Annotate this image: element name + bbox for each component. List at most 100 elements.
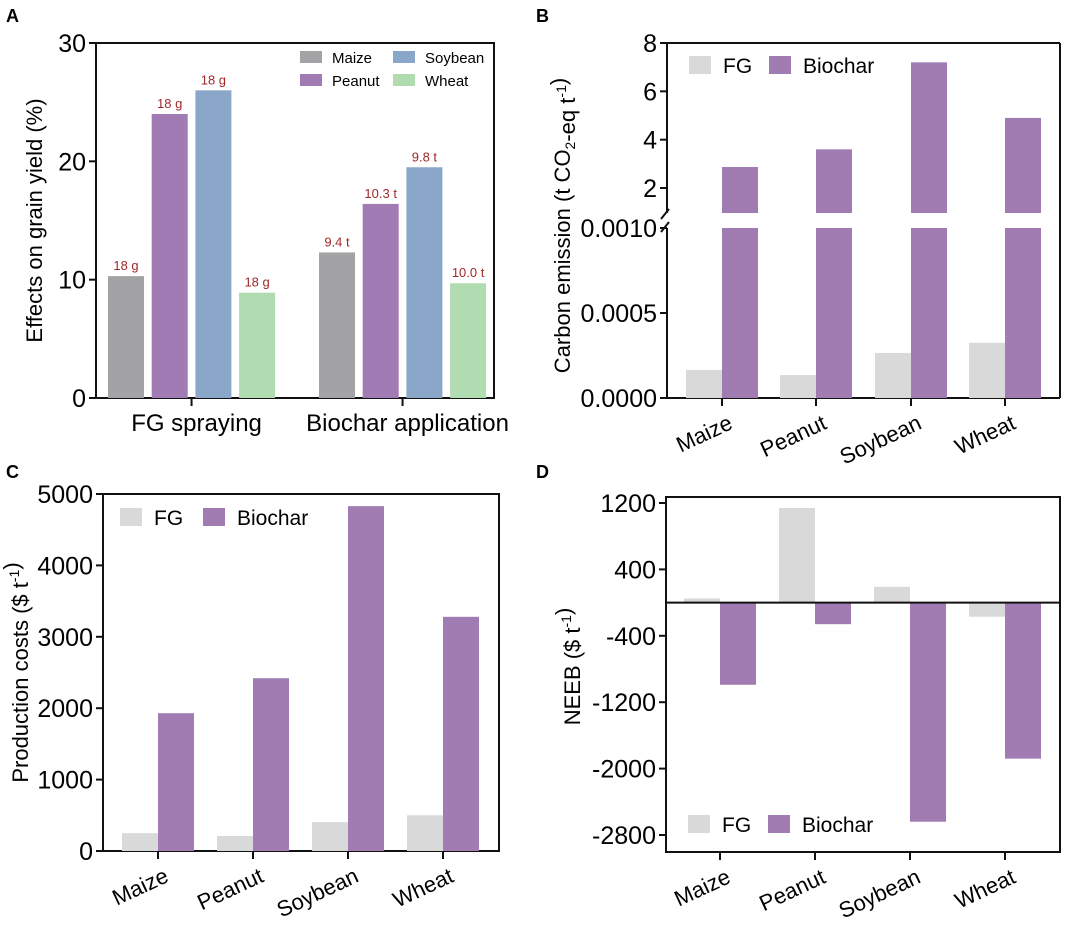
plot-frame	[95, 42, 495, 399]
y-tick-label: 4000	[37, 552, 93, 580]
bar-fg	[312, 822, 348, 851]
plot-frame	[102, 493, 500, 852]
x-tick-label: Soybean	[273, 863, 362, 922]
bar-data-label: 18 g	[244, 275, 269, 290]
panel-d-chart: -2800 -2000 -1200 -400 400 1200 NEEB ($ t-1) Ma…	[551, 490, 1061, 923]
bar-biochar	[720, 602, 756, 685]
legend-label-biochar: Biochar	[237, 507, 308, 530]
y-tick-label: -2800	[592, 822, 656, 850]
bar-fg	[875, 352, 911, 398]
legend-swatch-peanut	[300, 74, 322, 86]
y-tick-label: 0.0005	[581, 300, 657, 328]
y-tick-label: 4	[643, 127, 657, 155]
bar-data-label: 18 g	[113, 258, 138, 273]
y-tick-label: 30	[58, 30, 86, 58]
y-tick-label: 0	[79, 838, 93, 866]
y-tick-label: 3000	[37, 624, 93, 652]
x-tick-label: Maize	[672, 410, 736, 457]
legend-swatch-fg	[688, 815, 710, 833]
axis-break-mark	[660, 208, 670, 220]
bar-biochar	[348, 506, 384, 851]
legend-swatch-biochar	[769, 56, 791, 74]
bar-data-label: 18 g	[157, 96, 182, 111]
bar-biochar	[443, 616, 479, 851]
x-tick-label: Maize	[670, 864, 734, 911]
legend-swatch-wheat	[393, 74, 415, 86]
y-axis-label: Production costs ($ t-1)	[0, 562, 33, 782]
bar-peanut	[151, 114, 188, 398]
bar-biochar-lower	[1005, 228, 1041, 398]
y-tick-label: 2	[643, 175, 657, 203]
y-tick-label: 2000	[37, 695, 93, 723]
y-tick-label: 8	[643, 30, 657, 58]
bar-biochar	[253, 678, 289, 851]
y-tick-label: 0	[72, 385, 86, 413]
panel-label-c: C	[6, 462, 19, 482]
x-tick-label: FG spraying	[131, 410, 262, 437]
bar-wheat	[239, 292, 276, 398]
x-tick-label: Peanut	[193, 863, 267, 915]
legend-label-wheat: Wheat	[425, 73, 469, 90]
bar-biochar	[158, 713, 194, 851]
x-tick-label: Soybean	[836, 410, 925, 469]
x-tick-label: Peanut	[756, 410, 830, 462]
legend-swatch-maize	[300, 51, 322, 63]
legend-swatch-biochar	[768, 815, 790, 833]
y-tick-label: -1200	[592, 689, 656, 717]
y-axis-label: Effects on grain yield (%)	[22, 98, 47, 342]
bar-biochar-lower	[722, 228, 758, 398]
legend-swatch-biochar	[203, 508, 225, 526]
legend-swatch-fg	[120, 508, 142, 526]
legend-label-peanut: Peanut	[332, 73, 380, 90]
bar-fg	[686, 369, 722, 398]
bar-biochar-lower	[816, 228, 852, 398]
bar-data-label: 10.0 t	[452, 265, 485, 280]
bar-fg	[874, 586, 910, 603]
bar-biochar-lower	[911, 228, 947, 398]
bar-data-label: 18 g	[201, 72, 226, 87]
y-tick-label: 0.0000	[581, 385, 657, 413]
bar-soybean	[195, 90, 232, 398]
x-tick-label: Biochar application	[306, 410, 509, 437]
bar-fg	[969, 342, 1005, 398]
bar-fg	[122, 833, 158, 851]
bar-fg	[217, 836, 253, 851]
bar-data-label: 9.8 t	[412, 149, 438, 164]
legend-label-fg: FG	[722, 814, 751, 837]
y-tick-label: -400	[606, 623, 656, 651]
y-tick-label: 10	[58, 267, 86, 295]
bar-biochar-upper	[911, 62, 947, 214]
y-tick-label: -2000	[592, 756, 656, 784]
bar-fg	[780, 375, 816, 398]
bar-peanut	[362, 203, 399, 398]
legend-swatch-soybean	[393, 51, 415, 63]
x-tick-label: Wheat	[389, 863, 457, 913]
y-tick-label: 400	[614, 556, 656, 584]
bar-biochar	[1005, 602, 1041, 759]
bar-soybean	[406, 167, 443, 398]
y-tick-label: 6	[643, 78, 657, 106]
legend-swatch-fg	[689, 56, 711, 74]
x-tick-label: Soybean	[835, 864, 924, 923]
y-tick-label: 20	[58, 148, 86, 176]
legend-label-biochar: Biochar	[802, 814, 873, 837]
legend-label-maize: Maize	[332, 50, 372, 67]
panel-c-chart: 0 1000 2000 3000 4000 5000 Production costs ($…	[0, 481, 500, 922]
y-axis-label: NEEB ($ t-1)	[551, 608, 585, 726]
x-tick-label: Wheat	[951, 410, 1019, 460]
legend-label-biochar: Biochar	[803, 55, 874, 78]
bar-wheat	[450, 283, 487, 398]
bar-biochar	[815, 602, 851, 625]
bar-fg	[779, 507, 815, 603]
panel-label-a: A	[6, 6, 19, 26]
x-tick-label: Wheat	[951, 864, 1019, 914]
bar-maize	[108, 276, 144, 398]
bar-data-label: 10.3 t	[364, 186, 397, 201]
bar-biochar	[910, 602, 946, 822]
y-tick-label: 5000	[37, 481, 93, 509]
legend-label-soybean: Soybean	[425, 50, 484, 67]
panel-a-chart: 0 10 20 30 Effects on grain yield (%) 18 g 18 …	[22, 30, 509, 437]
plot-frame	[665, 496, 1061, 853]
